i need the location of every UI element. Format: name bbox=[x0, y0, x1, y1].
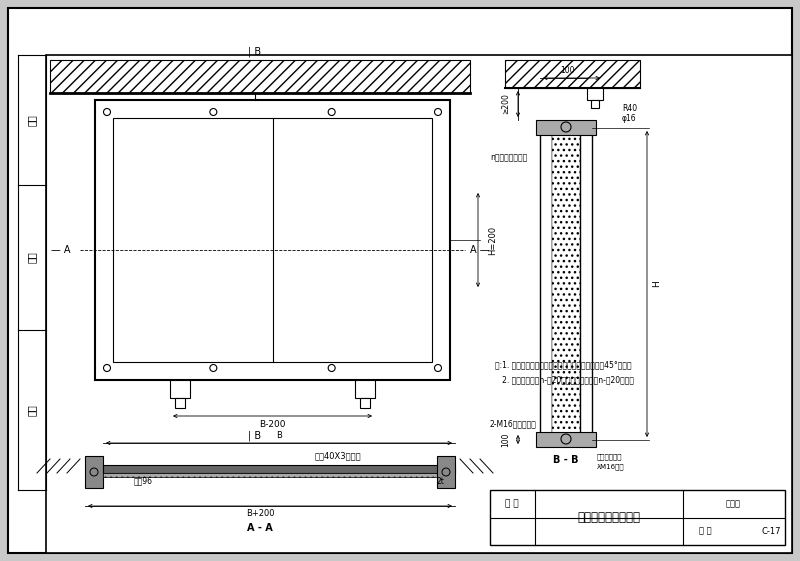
Text: B - B: B - B bbox=[554, 455, 578, 465]
Text: B-200: B-200 bbox=[259, 420, 286, 429]
Bar bbox=[46, 55, 792, 553]
Text: H=200: H=200 bbox=[489, 226, 498, 255]
Text: φ16: φ16 bbox=[622, 113, 637, 122]
Text: C-17: C-17 bbox=[762, 527, 781, 536]
Text: 安装螺板首件: 安装螺板首件 bbox=[597, 454, 622, 461]
Text: 2t: 2t bbox=[436, 476, 444, 485]
Text: R40: R40 bbox=[622, 103, 637, 113]
Bar bbox=[536, 120, 596, 135]
Text: 2. 封堤板上的孔n-？20应与门框上的螺孔n-？20配套。: 2. 封堤板上的孔n-？20应与门框上的螺孔n-？20配套。 bbox=[495, 375, 634, 384]
Text: B+200: B+200 bbox=[246, 509, 274, 518]
Text: 页 次: 页 次 bbox=[698, 527, 711, 536]
Bar bbox=[587, 88, 603, 100]
Bar bbox=[552, 128, 580, 440]
Bar bbox=[505, 60, 640, 88]
Bar bbox=[591, 100, 599, 108]
Text: 图 名: 图 名 bbox=[505, 499, 519, 508]
Text: A - A: A - A bbox=[247, 523, 273, 533]
Text: — A: — A bbox=[51, 245, 70, 255]
Text: 100: 100 bbox=[560, 66, 574, 75]
Text: B: B bbox=[276, 430, 282, 439]
Text: | B: | B bbox=[249, 47, 262, 57]
Bar bbox=[552, 128, 580, 440]
Text: 图集号: 图集号 bbox=[726, 499, 741, 508]
Text: | B: | B bbox=[249, 431, 262, 442]
Bar bbox=[490, 490, 785, 545]
Text: 2-M16圆柱端螺钉: 2-M16圆柱端螺钉 bbox=[490, 420, 537, 429]
Bar bbox=[95, 100, 450, 380]
Text: 100: 100 bbox=[502, 433, 510, 447]
Text: 审核: 审核 bbox=[27, 252, 37, 263]
Text: 校对: 校对 bbox=[27, 404, 37, 416]
Bar bbox=[437, 456, 455, 488]
Text: A —: A — bbox=[470, 245, 490, 255]
Bar bbox=[85, 456, 103, 488]
Bar bbox=[360, 398, 370, 408]
Bar bbox=[355, 380, 375, 398]
Bar bbox=[536, 432, 596, 447]
Bar bbox=[175, 398, 185, 408]
Text: ≥200: ≥200 bbox=[502, 94, 510, 114]
Bar bbox=[170, 380, 190, 398]
Bar bbox=[103, 473, 455, 477]
Text: 风口防护密闭封堤板: 风口防护密闭封堤板 bbox=[578, 511, 641, 524]
Text: 注:1. 橡胶垫与封堤板四周格缝，橡胶垫接头应采用45°斜接。: 注:1. 橡胶垫与封堤板四周格缝，橡胶垫接头应采用45°斜接。 bbox=[495, 360, 632, 369]
Text: 板厕96: 板厕96 bbox=[134, 476, 153, 485]
Bar bbox=[113, 118, 432, 362]
Bar bbox=[103, 465, 455, 473]
Text: 设计: 设计 bbox=[27, 114, 37, 126]
Text: n个固定装置螺母: n个固定装置螺母 bbox=[490, 154, 527, 163]
Text: 截面40X3变截板: 截面40X3变截板 bbox=[314, 452, 361, 461]
Text: H: H bbox=[653, 280, 662, 287]
Bar bbox=[50, 60, 470, 93]
Text: λM16螺栓: λM16螺栓 bbox=[597, 464, 625, 470]
